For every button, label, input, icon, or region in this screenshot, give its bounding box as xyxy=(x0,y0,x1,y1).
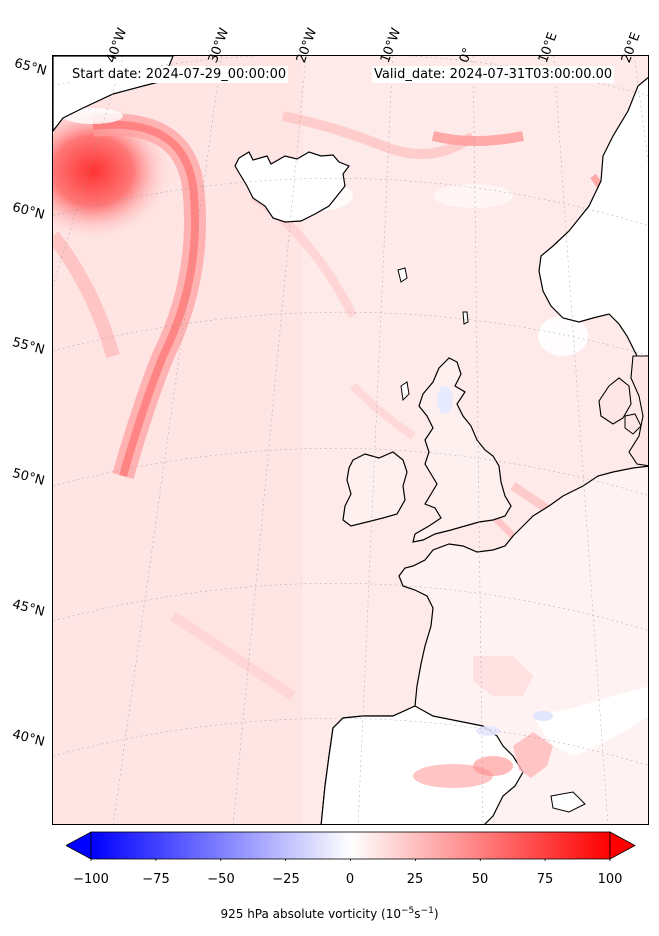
colorbar-tick: −75 xyxy=(142,872,170,887)
colorbar-tick: 0 xyxy=(345,872,355,887)
lat-label-50n: 50°N xyxy=(10,466,47,489)
colorbar-tick: −50 xyxy=(207,872,235,887)
colorbar-extend-min xyxy=(66,831,92,860)
colorbar-tick: 50 xyxy=(471,872,489,887)
ireland xyxy=(342,451,408,527)
start-date-label: Start date: 2024-07-29_00:00:00 xyxy=(70,66,289,83)
valid-date-label: Valid_date: 2024-07-31T03:00:00.00 xyxy=(372,66,615,83)
lat-label-60n: 60°N xyxy=(10,200,47,223)
lat-label-65n: 65°N xyxy=(12,56,49,79)
colorbar-tick: −100 xyxy=(73,872,109,887)
colorbar-tick: 100 xyxy=(597,872,623,887)
colorbar-extend-max xyxy=(609,831,636,860)
colorbar-label: 925 hPa absolute vorticity (10−5s−1) xyxy=(220,906,439,921)
lat-label-45n: 45°N xyxy=(10,597,47,620)
colorbar-tick: 75 xyxy=(536,872,554,887)
norway-landmass xyxy=(538,76,648,366)
lat-label-55n: 55°N xyxy=(10,335,47,358)
colorbar-gradient xyxy=(90,831,611,860)
front-band-core xyxy=(92,120,199,478)
vorticity-map xyxy=(53,56,648,824)
colorbar xyxy=(66,831,636,861)
front-band-west xyxy=(53,231,120,358)
lat-label-40n: 40°N xyxy=(10,727,47,750)
map-panel xyxy=(52,55,649,825)
colorbar-tick: 25 xyxy=(406,872,424,887)
iceland-landmass xyxy=(234,151,350,223)
colorbar-tick: −25 xyxy=(272,872,300,887)
